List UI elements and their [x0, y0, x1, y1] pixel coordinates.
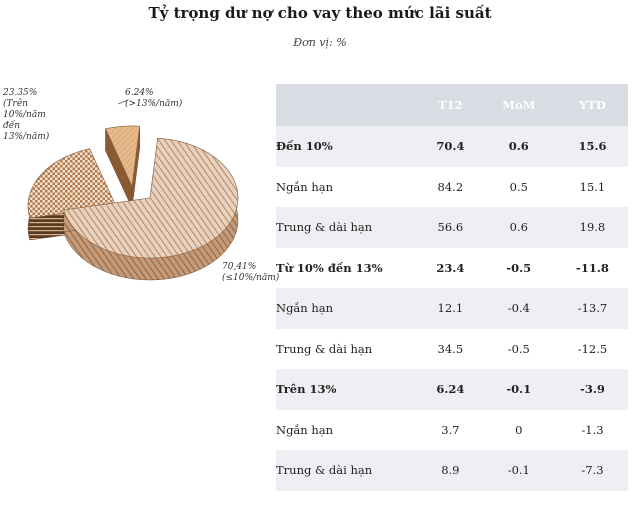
cell-ytd: -12.5 — [577, 341, 608, 356]
table-row: Trung & dài hạn 56.6 0.6 19.8 — [276, 207, 628, 248]
table-row: Trung & dài hạn 8.9 -0.1 -7.3 — [276, 450, 628, 491]
cell-ytd: -7.3 — [556, 450, 628, 491]
cell-t12: 12.1 — [420, 288, 481, 329]
row-label: Trung & dài hạn — [276, 341, 373, 356]
pie-slice-1 — [27, 148, 117, 219]
cell-mom: 0.5 — [509, 179, 528, 194]
cell-ytd: -13.7 — [556, 288, 628, 329]
cell-mom: 0.6 — [480, 207, 557, 248]
header-label — [276, 84, 420, 126]
row-label: Từ 10% đến 13% — [276, 260, 383, 275]
cell-mom: 0 — [515, 422, 523, 437]
slice-label-small-name: (>13%/năm) — [125, 99, 183, 109]
pie-slice-2 — [105, 125, 141, 188]
slice-label-mid-pct: 23.35% — [3, 88, 38, 98]
cell-ytd: -1.3 — [581, 422, 604, 437]
slice-label-mid-name: (Trên 10%/năm đến 13%/năm) — [3, 99, 50, 142]
cell-t12: 8.9 — [420, 450, 481, 491]
slice-label-small: 6.24% (>13%/năm) — [125, 88, 205, 110]
table-row: Ngắn hạn 3.7 0 -1.3 — [276, 410, 628, 451]
table-row: Ngắn hạn 12.1 -0.4 -13.7 — [276, 288, 628, 329]
cell-t12: 34.5 — [437, 341, 464, 356]
cell-t12: 23.4 — [436, 260, 465, 275]
small-slice-leader-line — [117, 99, 129, 105]
cell-t12: 6.24 — [420, 369, 481, 410]
cell-mom: -0.5 — [506, 260, 532, 275]
pie-slice-0 — [63, 137, 239, 259]
slice-label-small-pct: 6.24% — [125, 88, 154, 98]
row-label: Đến 10% — [276, 126, 420, 167]
chart-title: Tỷ trọng dư nợ cho vay theo mức lãi suất — [148, 4, 492, 22]
cell-mom: 0.6 — [480, 126, 557, 167]
row-label: Trên 13% — [276, 369, 420, 410]
row-label: Ngắn hạn — [276, 422, 334, 437]
header-ytd: YTD — [556, 84, 628, 126]
pie-chart: 70,41% (≤10%/năm) 23.35% (Trên 10%/năm đ… — [0, 80, 279, 310]
slice-label-main-name: (≤10%/năm) — [222, 273, 280, 283]
cell-ytd: -3.9 — [556, 369, 628, 410]
cell-ytd: 15.6 — [556, 126, 628, 167]
table-row: Đến 10% 70.4 0.6 15.6 — [276, 126, 628, 167]
cell-t12: 56.6 — [420, 207, 481, 248]
cell-ytd: -11.8 — [576, 260, 609, 275]
table-body: Đến 10% 70.4 0.6 15.6 Ngắn hạn 84.2 0.5 15.1 Tru… — [276, 126, 628, 491]
slice-label-main: 70,41% (≤10%/năm) — [222, 262, 282, 284]
table-row: Trên 13% 6.24 -0.1 -3.9 — [276, 369, 628, 410]
row-label: Trung & dài hạn — [276, 450, 420, 491]
cell-ytd: 15.1 — [579, 179, 606, 194]
cell-t12: 84.2 — [437, 179, 464, 194]
cell-ytd: 19.8 — [556, 207, 628, 248]
cell-mom: -0.1 — [480, 369, 557, 410]
cell-mom: -0.4 — [480, 288, 557, 329]
data-table: T12 MoM YTD Đến 10% 70.4 0.6 15.6 Ngắn hạn 84… — [276, 84, 628, 491]
row-label: Ngắn hạn — [276, 179, 334, 194]
cell-mom: -0.1 — [480, 450, 557, 491]
table-row: Ngắn hạn 84.2 0.5 15.1 — [276, 167, 628, 208]
pie-slices — [27, 99, 239, 281]
unit-label: Đơn vị: % — [293, 36, 347, 49]
header-t12: T12 — [420, 84, 481, 126]
slice-label-mid: 23.35% (Trên 10%/năm đến 13%/năm) — [3, 88, 59, 143]
table-row: Trung & dài hạn 34.5 -0.5 -12.5 — [276, 329, 628, 370]
cell-mom: -0.5 — [507, 341, 530, 356]
table-header-row: T12 MoM YTD — [276, 84, 628, 126]
row-label: Ngắn hạn — [276, 288, 420, 329]
pie-svg — [27, 99, 239, 281]
slice-label-main-pct: 70,41% — [222, 262, 257, 272]
header-mom: MoM — [480, 84, 557, 126]
cell-t12: 3.7 — [441, 422, 460, 437]
row-label: Trung & dài hạn — [276, 207, 420, 248]
cell-t12: 70.4 — [420, 126, 481, 167]
table-row: Từ 10% đến 13% 23.4 -0.5 -11.8 — [276, 248, 628, 289]
